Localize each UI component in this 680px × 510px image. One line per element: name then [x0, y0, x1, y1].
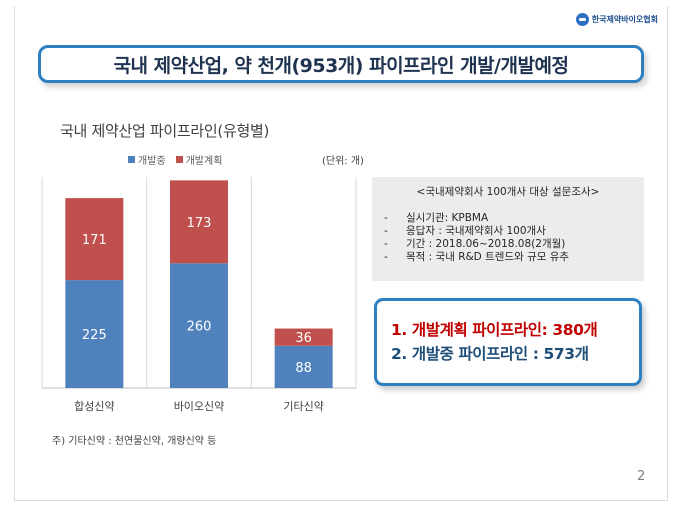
logo: 한국제약바이오협회	[575, 13, 658, 26]
survey-item-text: 목적 : 국내 R&D 트렌드와 규모 유추	[406, 251, 570, 263]
unit-label: (단위: 개)	[322, 156, 364, 167]
survey-item-text: 실시기관: KPBMA	[406, 212, 489, 224]
category-label: 바이오신약	[174, 399, 225, 413]
slide-title-box: 국내 제약산업, 약 천개(953개) 파이프라인 개발/개발예정	[38, 45, 644, 83]
data-label: 260	[187, 320, 212, 335]
category-label: 합성신약	[74, 399, 114, 413]
survey-item: - 기간 : 2018.06~2018.08(2개월)	[384, 238, 632, 251]
survey-item-text: 기간 : 2018.06~2018.08(2개월)	[406, 238, 566, 250]
data-label: 173	[187, 216, 212, 231]
result-developing: 2. 개발중 파이프라인 : 573개	[391, 345, 589, 363]
slide-frame	[14, 6, 668, 501]
data-label: 36	[295, 331, 312, 346]
result-box: 1. 개발계획 파이프라인: 380개 2. 개발중 파이프라인 : 573개	[374, 298, 642, 386]
result-planned: 1. 개발계획 파이프라인: 380개	[391, 321, 598, 339]
slide-title: 국내 제약산업, 약 천개(953개) 파이프라인 개발/개발예정	[113, 54, 569, 77]
chart-legend: 개발중 개발계획	[128, 152, 222, 167]
survey-item: - 목적 : 국내 R&D 트렌드와 규모 유추	[384, 251, 632, 264]
data-label: 88	[295, 361, 312, 376]
survey-heading: <국내제약회사 100개사 대상 설문조사>	[416, 186, 600, 198]
bar-planned	[170, 180, 228, 264]
survey-item: - 실시기관: KPBMA	[384, 212, 632, 225]
data-label: 225	[82, 328, 107, 343]
survey-item-text: 응답자 : 국내제약회사 100개사	[406, 225, 546, 237]
survey-dash: -	[384, 238, 388, 250]
legend-item-developing: 개발중	[128, 152, 166, 167]
bar-developing	[170, 263, 228, 388]
bar-developing	[274, 345, 333, 388]
logo-icon	[575, 13, 589, 26]
survey-list: - 실시기관: KPBMA - 응답자 : 국내제약회사 100개사 - 기간 : 2…	[384, 212, 632, 264]
legend-label-planned: 개발계획	[185, 156, 223, 167]
survey-dash: -	[384, 251, 388, 263]
legend-swatch-planned	[175, 156, 183, 163]
survey-dash: -	[384, 212, 388, 224]
legend-label-developing: 개발중	[138, 156, 166, 167]
chart-title: 국내 제약산업 파이프라인(유형별)	[60, 122, 270, 140]
bar-developing	[65, 280, 124, 388]
data-label: 171	[82, 233, 107, 248]
logo-text: 한국제약바이오협회	[591, 15, 658, 24]
bar-planned	[65, 198, 124, 281]
category-label: 기타신약	[283, 399, 323, 413]
bar-planned	[274, 328, 333, 346]
survey-item: - 응답자 : 국내제약회사 100개사	[384, 225, 632, 238]
page-number: 2	[637, 469, 646, 484]
survey-box: <국내제약회사 100개사 대상 설문조사> - 실시기관: KPBMA - 응답자…	[372, 177, 644, 281]
legend-swatch-developing	[128, 156, 135, 163]
survey-dash: -	[384, 225, 388, 237]
legend-item-planned: 개발계획	[175, 152, 223, 167]
footnote: 주) 기타신약 : 천연물신약, 개량신약 등	[52, 436, 217, 447]
